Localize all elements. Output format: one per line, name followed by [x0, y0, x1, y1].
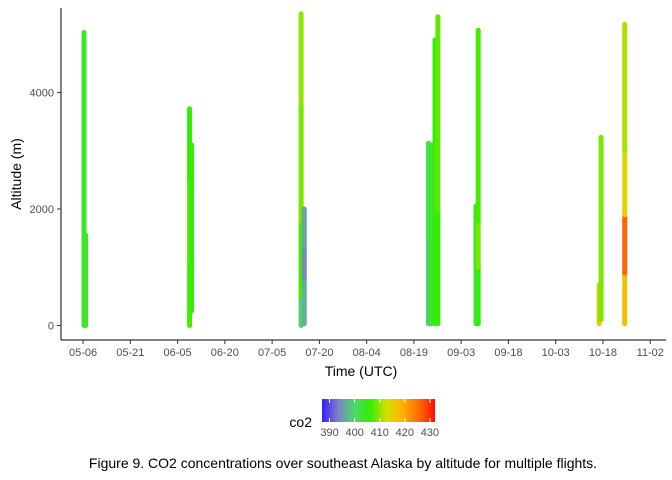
legend-tick-label: 420 [396, 427, 414, 439]
x-tick-label: 09-18 [494, 347, 522, 359]
figure-caption: Figure 9. CO2 concentrations over southe… [89, 455, 597, 471]
x-tick-label: 05-21 [116, 347, 144, 359]
x-tick-label: 08-19 [400, 347, 428, 359]
x-axis-title: Time (UTC) [325, 363, 398, 379]
legend-colorbar [322, 399, 435, 422]
x-tick-label: 08-04 [353, 347, 381, 359]
legend-tick-label: 390 [320, 427, 338, 439]
x-tick-label: 06-20 [211, 347, 239, 359]
data-marks [81, 11, 628, 328]
x-tick-label: 06-05 [164, 347, 192, 359]
x-axis-ticks: 05-06 05-21 06-05 06-20 07-05 07-20 08-04 08-19… [69, 340, 664, 359]
legend-tick-label: 400 [345, 427, 363, 439]
y-tick-label: 2000 [30, 204, 54, 216]
legend-title: co2 [289, 414, 312, 430]
y-axis-title: Altitude (m) [8, 138, 24, 210]
legend-tick-label: 410 [371, 427, 389, 439]
x-tick-label: 10-03 [542, 347, 570, 359]
x-tick-label: 11-02 [637, 347, 664, 359]
x-tick-label: 09-03 [447, 347, 475, 359]
color-legend: co2 390 400 410 420 430 [289, 399, 439, 439]
x-tick-label: 07-20 [305, 347, 333, 359]
legend-tick-label: 430 [421, 427, 439, 439]
y-axis-ticks: 0 2000 4000 [30, 87, 61, 332]
y-tick-label: 4000 [30, 87, 54, 99]
x-tick-label: 05-06 [69, 347, 97, 359]
x-tick-label: 10-18 [589, 347, 617, 359]
x-tick-label: 07-05 [258, 347, 286, 359]
y-tick-label: 0 [48, 320, 54, 332]
